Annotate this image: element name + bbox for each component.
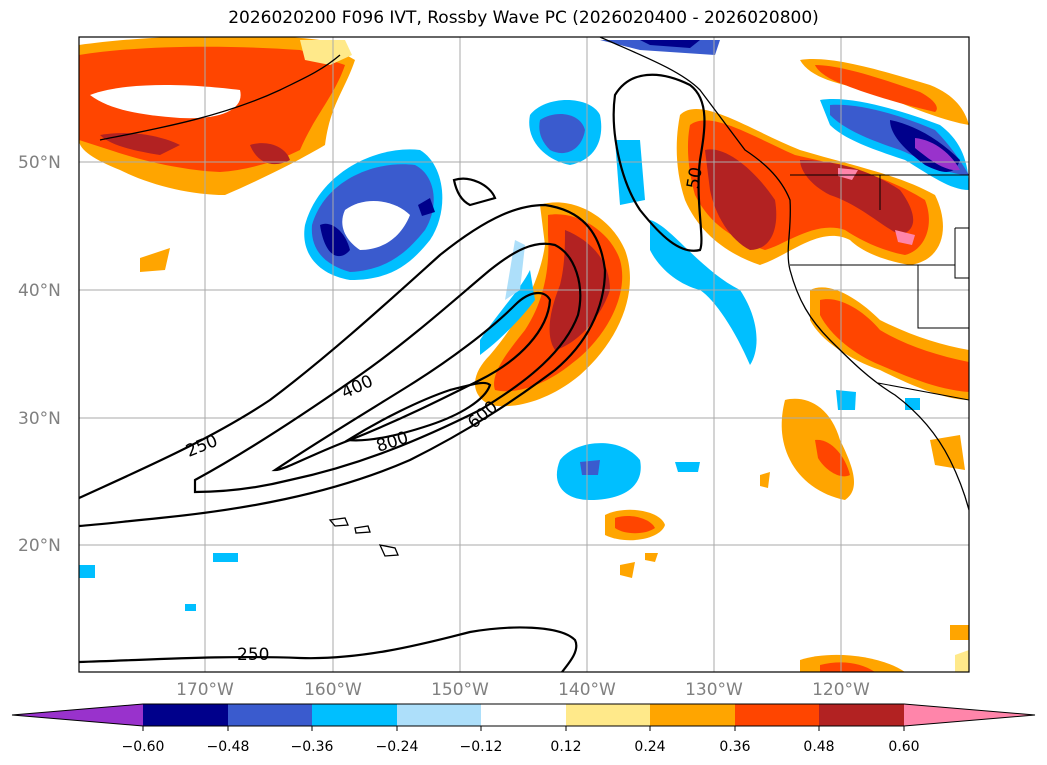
colorbar-tick-label: 0.60 [888,739,919,755]
lat-label: 30°N [18,409,61,429]
colorbar-tick-label: −0.36 [291,739,334,755]
colorbar-segment [650,704,735,726]
contour-label: 250 [237,645,269,665]
map-panel: 250 400 600 800 250 50 50°N 40°N 30°N 20… [18,36,970,700]
colorbar-outline [11,703,1036,727]
lat-label: 50°N [18,153,61,173]
map-frame [78,36,970,673]
contour-label: 50 [683,166,706,191]
colorbar-tick-label: −0.48 [207,739,250,755]
colorbar-tick-label: −0.24 [376,739,419,755]
lon-label: 160°W [304,680,362,700]
lon-label: 120°W [812,680,870,700]
lon-label: 150°W [431,680,489,700]
lon-label: 170°W [176,680,234,700]
colorbar-segment [143,704,228,726]
lon-label: 140°W [558,680,616,700]
lon-label: 130°W [685,680,743,700]
colorbar-segment [819,704,904,726]
colorbar-segment [566,704,650,726]
lat-label: 20°N [18,536,61,556]
colorbar-extend-max [904,704,1035,726]
graticule [79,37,969,672]
state-borders [790,174,970,401]
colorbar-extend-min [12,704,143,726]
colorbar-segment [735,704,819,726]
pc-contours [79,73,706,672]
colorbar-segment [228,704,312,726]
colorbar-tick-label: 0.24 [634,739,665,755]
colorbar-tick-label: 0.12 [550,739,581,755]
lat-axis: 50°N 40°N 30°N 20°N [18,153,61,556]
map-title: 2026020200 F096 IVT, Rossby Wave PC (202… [228,8,819,28]
colorbar-segment [481,704,566,726]
colorbar-segment [312,704,397,726]
lon-axis: 170°W 160°W 150°W 140°W 130°W 120°W [176,680,870,700]
colorbar-segment [397,704,481,726]
colorbar-boxes [11,703,1036,731]
colorbar-ticks: −0.60 −0.48 −0.36 −0.24 −0.12 0.12 0.24 … [122,739,920,755]
ivt-shading [79,37,969,672]
colorbar-tick-label: 0.36 [719,739,750,755]
colorbar-tick-label: −0.60 [122,739,165,755]
coastlines [99,37,969,557]
colorbar-tick-label: 0.48 [803,739,834,755]
lat-label: 40°N [18,281,61,301]
colorbar-tick-label: −0.12 [460,739,503,755]
